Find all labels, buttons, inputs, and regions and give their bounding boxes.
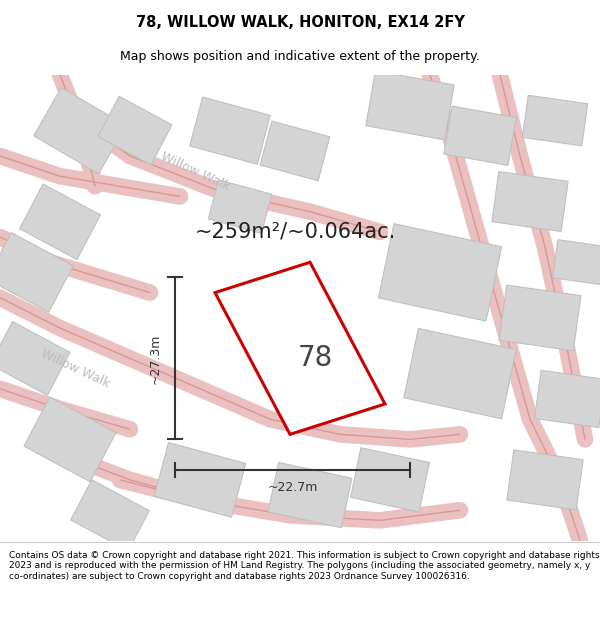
Text: Willow Walk: Willow Walk bbox=[38, 347, 112, 390]
Polygon shape bbox=[507, 450, 583, 510]
Polygon shape bbox=[268, 462, 352, 528]
Polygon shape bbox=[154, 442, 246, 518]
Polygon shape bbox=[553, 240, 600, 285]
Polygon shape bbox=[0, 321, 70, 396]
Polygon shape bbox=[379, 224, 502, 321]
Polygon shape bbox=[34, 88, 126, 174]
Polygon shape bbox=[215, 262, 385, 434]
Polygon shape bbox=[366, 71, 454, 140]
Text: ~27.3m: ~27.3m bbox=[149, 333, 161, 384]
Text: 78, WILLOW WALK, HONITON, EX14 2FY: 78, WILLOW WALK, HONITON, EX14 2FY bbox=[136, 15, 464, 30]
Text: Contains OS data © Crown copyright and database right 2021. This information is : Contains OS data © Crown copyright and d… bbox=[9, 551, 599, 581]
Polygon shape bbox=[0, 232, 73, 312]
Polygon shape bbox=[523, 95, 587, 146]
Text: ~22.7m: ~22.7m bbox=[268, 481, 317, 494]
Polygon shape bbox=[24, 397, 116, 482]
Polygon shape bbox=[535, 370, 600, 428]
Text: 78: 78 bbox=[298, 344, 332, 372]
Text: ~259m²/~0.064ac.: ~259m²/~0.064ac. bbox=[194, 222, 395, 242]
Text: Map shows position and indicative extent of the property.: Map shows position and indicative extent… bbox=[120, 50, 480, 62]
Polygon shape bbox=[350, 448, 430, 512]
Polygon shape bbox=[260, 121, 330, 181]
Text: Willow Walk: Willow Walk bbox=[158, 149, 232, 193]
Polygon shape bbox=[404, 328, 516, 419]
Polygon shape bbox=[499, 285, 581, 351]
Polygon shape bbox=[190, 97, 270, 164]
Polygon shape bbox=[20, 184, 100, 259]
Polygon shape bbox=[492, 171, 568, 231]
Polygon shape bbox=[98, 96, 172, 165]
Polygon shape bbox=[444, 106, 516, 166]
Polygon shape bbox=[71, 480, 149, 551]
Polygon shape bbox=[208, 180, 272, 233]
